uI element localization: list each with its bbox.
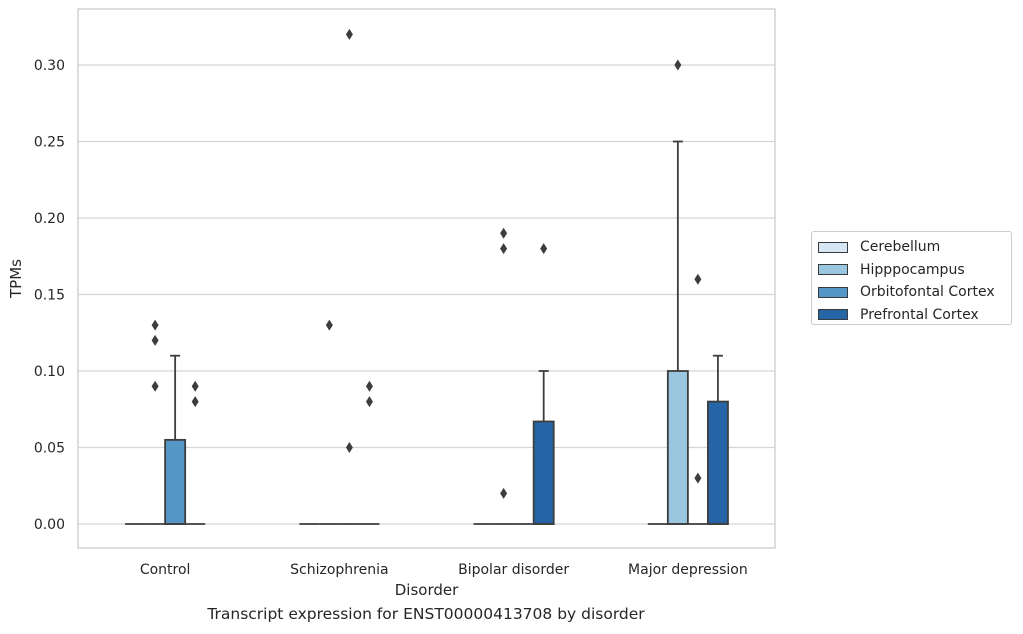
x-tick-label: Major depression bbox=[628, 562, 748, 578]
box-group bbox=[532, 243, 555, 525]
box-group bbox=[687, 273, 708, 525]
legend-item: Cerebellum bbox=[818, 236, 1005, 259]
outlier-point bbox=[191, 396, 199, 408]
legend-swatch bbox=[818, 286, 848, 298]
box-group bbox=[666, 59, 689, 525]
box-group bbox=[339, 28, 360, 525]
x-tick-labels: Control Schizophrenia Bipolar disorder Majo… bbox=[140, 562, 748, 578]
outlier-point bbox=[694, 273, 702, 285]
legend-swatch bbox=[818, 241, 848, 253]
box bbox=[164, 438, 187, 525]
box-group bbox=[493, 227, 514, 525]
outlier-point bbox=[151, 334, 159, 346]
legend: Cerebellum Hipppocampus Orbitofontal Corte… bbox=[811, 231, 1012, 325]
y-tick-label: 0.10 bbox=[34, 364, 65, 380]
outlier-point bbox=[500, 227, 508, 239]
y-tick-label: 0.20 bbox=[34, 211, 65, 227]
legend-label: Hipppocampus bbox=[860, 261, 965, 278]
legend-item: Orbitofontal Cortex bbox=[818, 281, 1005, 304]
outlier-point bbox=[674, 59, 682, 71]
outlier-point bbox=[365, 380, 373, 392]
outlier-point bbox=[365, 396, 373, 408]
y-tick-label: 0.25 bbox=[34, 135, 65, 151]
box-group bbox=[707, 354, 729, 525]
y-tick-label: 0.05 bbox=[34, 441, 65, 457]
outlier-point bbox=[325, 319, 333, 331]
legend-label: Orbitofontal Cortex bbox=[860, 284, 995, 301]
outlier-point bbox=[191, 380, 199, 392]
box-group bbox=[359, 380, 380, 525]
outlier-point bbox=[500, 243, 508, 255]
x-tick-label: Bipolar disorder bbox=[458, 562, 569, 578]
x-tick-label: Schizophrenia bbox=[290, 562, 388, 578]
box-group bbox=[319, 319, 340, 525]
box bbox=[532, 420, 555, 525]
outlier-point bbox=[500, 487, 508, 499]
legend-label: Prefrontal Cortex bbox=[860, 306, 979, 323]
legend-label: Cerebellum bbox=[860, 239, 941, 256]
legend-item: Prefrontal Cortex bbox=[818, 304, 1005, 327]
y-tick-label: 0.30 bbox=[34, 58, 65, 74]
y-tick-label: 0.15 bbox=[34, 288, 65, 304]
outlier-point bbox=[540, 243, 548, 255]
legend-swatch bbox=[818, 309, 848, 321]
box bbox=[666, 370, 689, 525]
plot-boxes bbox=[125, 28, 729, 525]
outlier-point bbox=[151, 380, 159, 392]
legend-item: Hipppocampus bbox=[818, 259, 1005, 282]
outlier-point bbox=[345, 28, 353, 40]
y-tick-label: 0.00 bbox=[34, 517, 65, 533]
box-group bbox=[145, 319, 166, 525]
outlier-point bbox=[151, 319, 159, 331]
x-axis-label: Disorder bbox=[395, 581, 459, 599]
legend-swatch bbox=[818, 264, 848, 276]
outlier-point bbox=[345, 442, 353, 453]
outlier-point bbox=[694, 472, 702, 484]
plot-frame bbox=[77, 8, 776, 549]
grid-lines bbox=[78, 64, 775, 525]
box-group bbox=[185, 380, 206, 525]
x-tick-label: Control bbox=[140, 562, 191, 578]
y-axis-label: TPMs bbox=[7, 259, 25, 299]
box-group bbox=[164, 354, 187, 525]
box bbox=[707, 400, 729, 525]
y-tick-labels: 0.00 0.05 0.10 0.15 0.20 0.25 0.30 bbox=[34, 58, 65, 533]
chart-caption: Transcript expression for ENST0000041370… bbox=[207, 605, 645, 623]
